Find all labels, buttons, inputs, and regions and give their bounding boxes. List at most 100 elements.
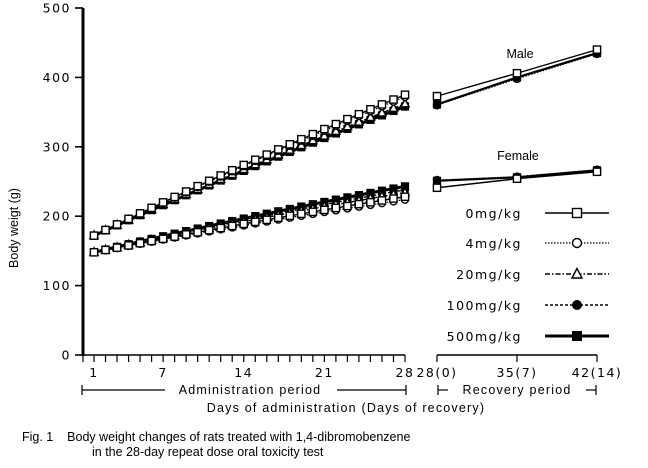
marker-square-open bbox=[181, 187, 191, 196]
marker-square-open bbox=[400, 90, 410, 100]
marker-square-open bbox=[170, 192, 179, 202]
recovery-period-label: Recovery period bbox=[462, 383, 571, 397]
marker-triangle-open bbox=[353, 115, 365, 126]
marker-square-open bbox=[297, 134, 306, 144]
marker-square-filled bbox=[432, 100, 442, 109]
axes: 0 100 200 300 400 500 1 7 14 21 28 28(0) 35(7) 42(14) bbox=[43, 1, 623, 395]
marker-square-open bbox=[366, 197, 375, 207]
marker-triangle-open bbox=[330, 125, 342, 136]
marker-square-open bbox=[89, 231, 99, 240]
legend-label: 100mg/kg bbox=[447, 298, 522, 313]
y-tick-label: 200 bbox=[43, 209, 71, 224]
marker-square-open bbox=[101, 245, 110, 255]
marker-square-open bbox=[158, 198, 168, 207]
marker-square-open bbox=[158, 234, 168, 244]
marker-square-open bbox=[592, 167, 602, 177]
marker-square-open bbox=[297, 209, 306, 219]
marker-triangle-open bbox=[388, 102, 399, 113]
marker-square-open bbox=[285, 140, 295, 149]
marker-square-open bbox=[170, 232, 179, 241]
marker-square-open bbox=[124, 214, 133, 224]
marker-square-open bbox=[285, 211, 295, 221]
marker-square-open bbox=[135, 238, 145, 248]
marker-square-open bbox=[193, 181, 202, 191]
series-line bbox=[93, 191, 406, 253]
marker-triangle-open bbox=[376, 106, 388, 117]
marker-square-open bbox=[181, 230, 191, 239]
x-tick-label: 7 bbox=[158, 365, 167, 380]
marker-square-open bbox=[308, 129, 318, 139]
y-tick-label: 0 bbox=[62, 348, 71, 363]
legend-label: 20mg/kg bbox=[456, 267, 522, 282]
marker-square-open bbox=[320, 205, 329, 215]
marker-square-open bbox=[101, 225, 110, 235]
marker-square-open bbox=[262, 150, 272, 159]
legend-item: 500mg/kg bbox=[447, 329, 609, 344]
marker-square-open bbox=[227, 165, 237, 175]
marker-circle-open bbox=[571, 237, 583, 249]
marker-triangle-open bbox=[365, 111, 376, 122]
marker-square-open bbox=[389, 95, 398, 104]
marker-square-open bbox=[400, 192, 410, 202]
marker-triangle-open bbox=[399, 97, 411, 108]
marker-square-open bbox=[216, 171, 226, 180]
y-tick-label: 100 bbox=[43, 278, 71, 293]
marker-square-open bbox=[262, 215, 272, 225]
y-axis-title: Body weigt (g) bbox=[7, 188, 21, 268]
x-tick-label: 35(7) bbox=[496, 365, 537, 380]
y-tick-label: 300 bbox=[43, 139, 71, 154]
series-male-0mg-per-kg bbox=[89, 90, 410, 240]
marker-square-open bbox=[147, 236, 156, 246]
x-tick-label: 42(14) bbox=[572, 365, 623, 380]
marker-square-open bbox=[250, 217, 260, 227]
x-tick-label: 1 bbox=[89, 365, 98, 380]
recovery-male-0mg-per-kg bbox=[432, 45, 602, 101]
recovery-series bbox=[432, 45, 602, 193]
x-tick-label: 14 bbox=[234, 365, 253, 380]
series bbox=[88, 90, 411, 257]
series-line bbox=[93, 94, 406, 237]
marker-square-open bbox=[377, 100, 387, 109]
marker-square-open bbox=[204, 225, 214, 235]
marker-triangle-open bbox=[342, 120, 353, 131]
marker-square-filled bbox=[572, 331, 582, 341]
series-line bbox=[93, 196, 406, 253]
marker-square-filled bbox=[432, 176, 442, 185]
marker-square-open bbox=[512, 68, 522, 78]
legend-label: 4mg/kg bbox=[466, 236, 522, 251]
marker-square-open bbox=[377, 196, 387, 205]
x-axis-title: Days of administration (Days of recovery… bbox=[207, 401, 485, 415]
legend-item: 100mg/kg bbox=[447, 298, 609, 313]
x-tick-label: 21 bbox=[315, 365, 334, 380]
marker-square-open bbox=[354, 199, 364, 209]
marker-square-open bbox=[135, 209, 145, 218]
marker-triangle-open bbox=[319, 129, 330, 140]
y-tick-label: 500 bbox=[43, 1, 71, 16]
marker-square-open bbox=[592, 45, 602, 54]
marker-square-open bbox=[216, 223, 226, 233]
marker-square-open bbox=[320, 124, 329, 134]
series-line bbox=[93, 184, 406, 254]
legend-label: 500mg/kg bbox=[447, 329, 522, 344]
marker-square-open bbox=[239, 219, 249, 229]
marker-square-open bbox=[308, 207, 318, 217]
recovery-female-0mg-per-kg bbox=[432, 167, 602, 193]
marker-square-open bbox=[389, 194, 398, 203]
marker-square-open bbox=[124, 241, 133, 250]
x-tick-label: 28 bbox=[396, 365, 415, 380]
marker-square-open bbox=[432, 91, 442, 101]
marker-triangle-open bbox=[570, 266, 584, 279]
legend-item: 0mg/kg bbox=[466, 206, 609, 221]
marker-square-open bbox=[273, 145, 283, 154]
marker-square-open bbox=[331, 203, 341, 213]
marker-square-open bbox=[204, 176, 214, 186]
admin-period-label: Administration period bbox=[179, 383, 322, 397]
marker-square-open bbox=[227, 221, 237, 231]
figure-caption-line2: in the 28-day repeat dose oral toxicity … bbox=[92, 445, 324, 459]
marker-square-open bbox=[571, 207, 583, 219]
marker-square-open bbox=[193, 228, 202, 237]
marker-square-open bbox=[239, 160, 249, 170]
marker-square-open bbox=[112, 220, 122, 229]
marker-square-open bbox=[147, 203, 156, 213]
legend-label: 0mg/kg bbox=[466, 206, 522, 221]
